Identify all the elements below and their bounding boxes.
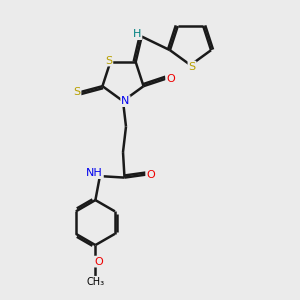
Text: S: S bbox=[188, 61, 196, 72]
Text: S: S bbox=[105, 56, 112, 65]
Text: H: H bbox=[133, 29, 141, 39]
Text: O: O bbox=[146, 169, 155, 180]
Text: S: S bbox=[74, 87, 80, 97]
Text: O: O bbox=[94, 256, 103, 267]
Text: NH: NH bbox=[86, 168, 103, 178]
Text: N: N bbox=[121, 96, 130, 106]
Text: O: O bbox=[166, 74, 175, 84]
Text: CH₃: CH₃ bbox=[86, 277, 104, 287]
